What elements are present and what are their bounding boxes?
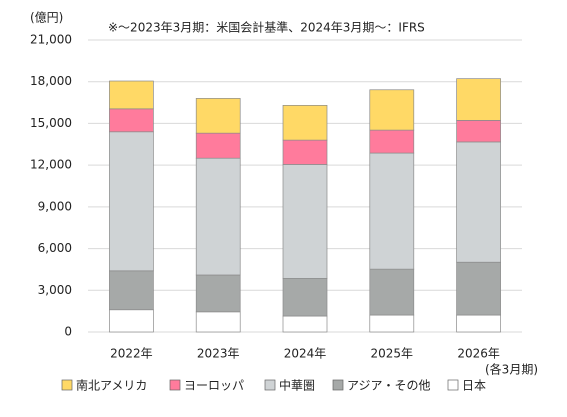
annotation: ※～2023年3月期：米国会計基準、2024年3月期～：IFRS [108, 20, 425, 35]
bar-segment [109, 80, 154, 110]
x-tick-label: 2026年 [457, 347, 500, 361]
bar-segment [195, 157, 241, 276]
bar-segment [456, 314, 501, 333]
x-tick-label: 2024年 [284, 347, 327, 361]
y-tick-label: 9,000 [38, 199, 72, 213]
y-tick-label: 6,000 [38, 241, 72, 255]
bar-segment [195, 274, 241, 313]
legend-label: アジア・その他 [347, 379, 431, 393]
legend-swatch [61, 379, 73, 391]
y-tick-label: 15,000 [30, 116, 72, 130]
bar-segment [369, 314, 415, 333]
bar-segment [456, 120, 501, 143]
bar-segment [109, 108, 154, 133]
x-tick-label: 2023年 [197, 347, 240, 361]
y-tick-label: 18,000 [30, 74, 72, 88]
legend-swatch [447, 379, 459, 391]
y-tick-label: 0 [64, 325, 72, 339]
legend-label: 中華圏 [279, 378, 315, 393]
legend-swatch [332, 379, 344, 391]
bar-segment [282, 278, 328, 317]
bar-segment [195, 98, 241, 134]
bar-segment [195, 132, 241, 159]
bar-segment [369, 268, 415, 316]
bar-segment [195, 311, 241, 333]
bar-segment [456, 261, 501, 316]
y-unit-label: (億円) [30, 11, 63, 25]
legend-label: 南北アメリカ [76, 378, 147, 393]
legend-swatch [169, 379, 181, 391]
bar-segment [282, 139, 328, 165]
y-tick-label: 3,000 [38, 283, 72, 297]
bar-segment [282, 315, 328, 333]
bar-segment [109, 270, 154, 311]
x-tick-label: 2022年 [110, 347, 153, 361]
bar-segment [282, 105, 328, 141]
legend-label: 日本 [462, 379, 486, 393]
bar-segment [109, 131, 154, 272]
legend-label: ヨーロッパ [184, 379, 244, 393]
bar-segment [369, 129, 415, 154]
bar-segment [109, 309, 154, 333]
bar-segment [369, 152, 415, 270]
y-tick-label: 12,000 [30, 158, 72, 172]
legend-swatch [264, 379, 276, 391]
x-note: (各3月期) [485, 362, 538, 377]
y-tick-label: 21,000 [30, 33, 72, 47]
bar-segment [456, 78, 501, 121]
bar-segment [456, 141, 501, 263]
x-tick-label: 2025年 [371, 347, 414, 361]
bar-segment [282, 164, 328, 279]
bar-segment [369, 89, 415, 131]
